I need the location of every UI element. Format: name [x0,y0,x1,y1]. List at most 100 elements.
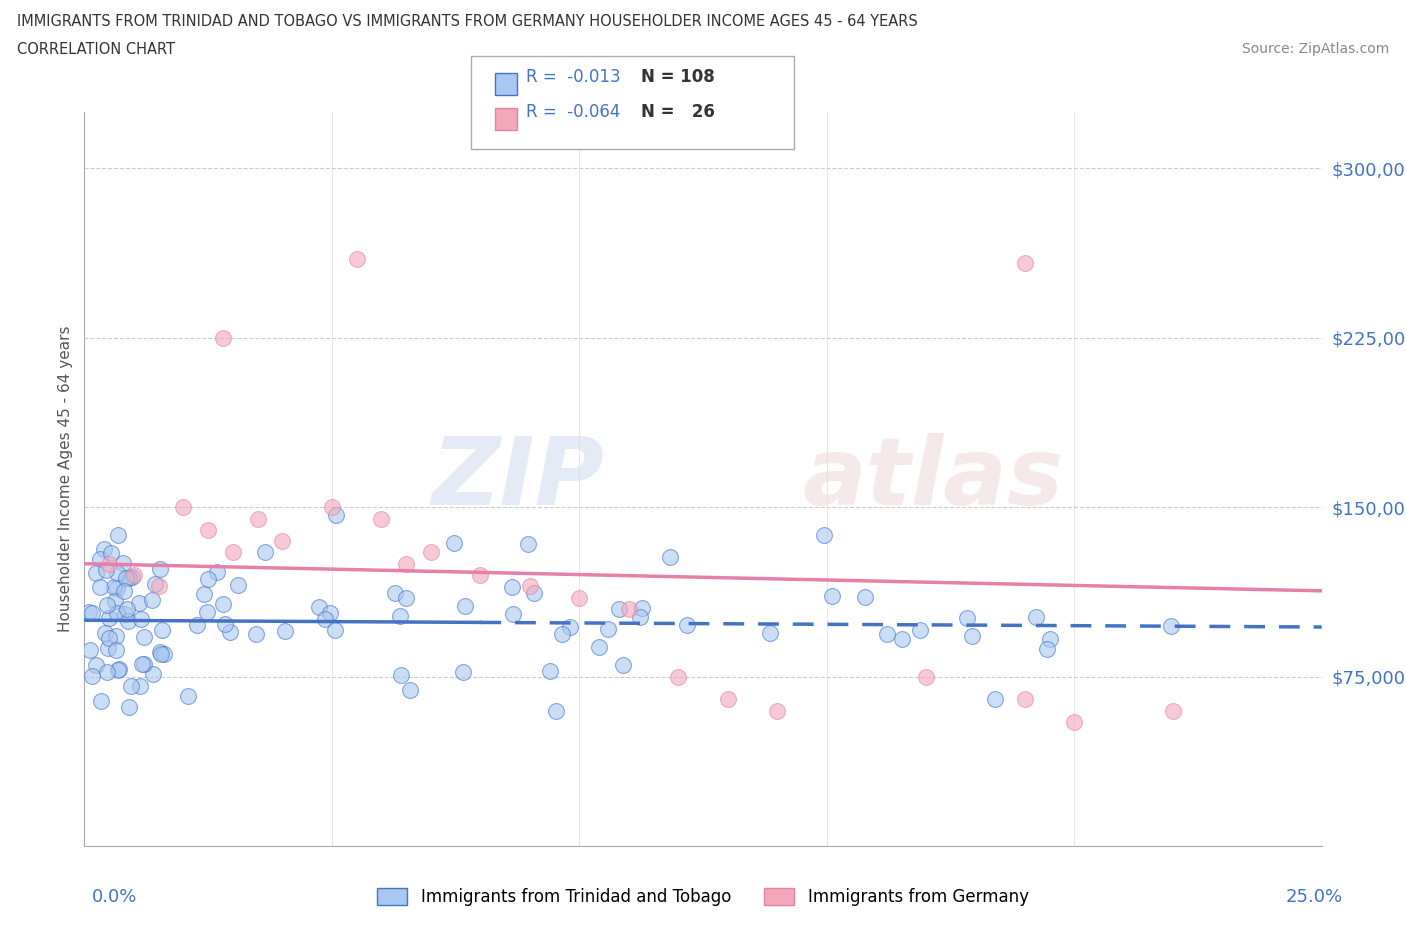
Point [103,593,125,608]
Point [908,622,931,637]
Point [98,631,121,645]
Point [84,658,107,672]
Point [98,611,121,626]
Point [419,545,441,560]
Point [914,670,936,684]
Point [193,587,215,602]
Point [308,600,330,615]
Point [207,565,229,579]
Point [89,580,111,595]
Point [114,606,136,621]
Point [319,605,342,620]
Point [612,658,634,672]
Point [129,611,152,626]
Point [115,602,138,617]
Point [321,499,343,514]
Point [107,661,129,676]
Point [273,623,295,638]
Point [132,657,155,671]
Point [395,591,418,605]
Point [558,620,581,635]
Point [128,595,150,610]
Point [395,556,418,571]
Point [502,606,524,621]
Text: 0.0%: 0.0% [91,888,136,906]
Point [1014,692,1036,707]
Text: N =   26: N = 26 [641,103,716,121]
Point [117,614,139,629]
Point [370,512,392,526]
Point [142,667,165,682]
Point [246,512,269,526]
Point [314,612,336,627]
Point [617,602,640,617]
Point [717,692,740,707]
Point [105,605,128,620]
Point [212,330,235,345]
Point [103,580,125,595]
Point [94,563,117,578]
Point [150,622,173,637]
Point [890,631,912,646]
Text: Source: ZipAtlas.com: Source: ZipAtlas.com [1241,42,1389,56]
Point [1025,609,1047,624]
Point [389,667,412,682]
Point [172,499,194,514]
Text: IMMIGRANTS FROM TRINIDAD AND TOBAGO VS IMMIGRANTS FROM GERMANY HOUSEHOLDER INCOM: IMMIGRANTS FROM TRINIDAD AND TOBAGO VS I… [17,14,918,29]
Point [501,579,523,594]
Point [214,617,236,631]
Point [89,551,111,566]
Point [519,578,541,593]
Text: ZIP: ZIP [432,433,605,525]
Point [131,657,153,671]
Point [517,537,540,551]
Point [134,630,156,644]
Point [228,578,250,592]
Point [79,604,101,619]
Point [100,545,122,560]
Point [443,536,465,551]
Point [540,663,562,678]
Point [254,544,277,559]
Point [325,507,347,522]
Point [454,599,477,614]
Point [876,626,898,641]
Point [323,622,346,637]
Point [107,662,129,677]
Point [98,556,121,571]
Point [96,597,118,612]
Point [122,567,145,582]
Point [105,580,128,595]
Point [1160,618,1182,633]
Point [222,545,245,560]
Point [271,534,294,549]
Point [112,555,135,570]
Point [389,609,412,624]
Point [129,678,152,693]
Point [956,610,979,625]
Point [1161,703,1184,718]
Point [453,665,475,680]
Point [628,609,651,624]
Point [766,703,789,718]
Point [631,600,654,615]
Point [588,639,610,654]
Point [853,590,876,604]
Point [1039,631,1062,646]
Point [960,629,983,644]
Point [197,572,219,587]
Point [1063,714,1085,729]
Point [118,570,141,585]
Point [118,699,141,714]
Y-axis label: Householder Income Ages 45 - 64 years: Householder Income Ages 45 - 64 years [58,326,73,632]
Point [398,683,420,698]
Point [346,251,368,266]
Point [1014,256,1036,271]
Point [93,541,115,556]
Text: N = 108: N = 108 [641,68,714,86]
Point [80,669,103,684]
Point [245,627,267,642]
Legend: Immigrants from Trinidad and Tobago, Immigrants from Germany: Immigrants from Trinidad and Tobago, Imm… [371,881,1035,912]
Point [149,647,172,662]
Point [470,567,492,582]
